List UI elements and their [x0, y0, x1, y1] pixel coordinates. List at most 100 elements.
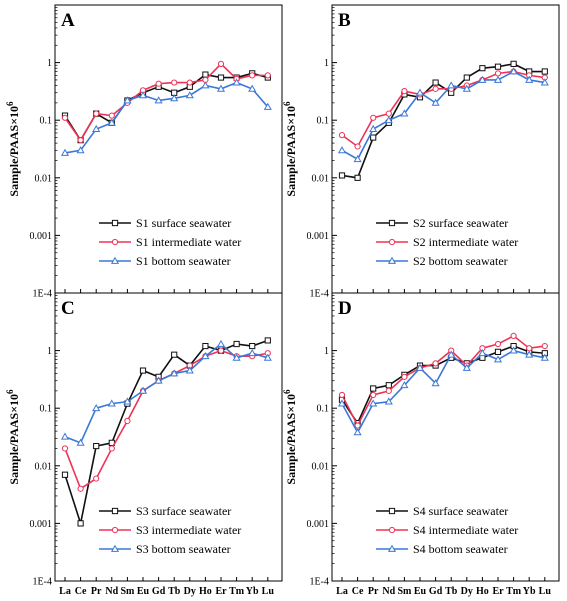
y-tick-label: 0.01: [312, 461, 330, 472]
panel-b: 1E-4 0.001 0.01 0.1 1 Sample/PAAS×106 B S2 surf…: [282, 4, 560, 300]
x-category-label: Sm: [397, 586, 412, 597]
data-point: [123, 397, 132, 405]
series-bottom: [60, 78, 272, 156]
data-point: [510, 60, 517, 67]
legend-marker: [111, 238, 119, 246]
data-point: [60, 148, 70, 156]
data-point: [401, 373, 408, 380]
series-line: [64, 342, 269, 444]
data-point: [541, 342, 548, 350]
legend-marker: [388, 526, 396, 534]
data-point: [354, 143, 361, 150]
panel-frame: [331, 292, 560, 582]
data-point: [385, 110, 392, 117]
data-point: [107, 118, 116, 126]
x-category-label: Tb: [445, 586, 458, 597]
data-point: [107, 399, 116, 407]
y-tick-label: 0.01: [312, 173, 330, 184]
x-category-label: Tb: [168, 586, 181, 597]
data-point: [263, 102, 272, 110]
legend-marker: [111, 219, 119, 227]
data-point: [185, 91, 194, 99]
data-point: [415, 88, 425, 96]
x-category-label: Dy: [184, 586, 196, 597]
data-point: [400, 381, 409, 389]
legend-entry: S1 bottom seawater: [136, 254, 231, 268]
data-point: [249, 342, 256, 350]
data-point: [479, 65, 486, 72]
x-category-label: Nd: [382, 586, 395, 597]
x-category-label: Tm: [229, 586, 245, 597]
data-point: [61, 445, 69, 452]
data-point: [540, 78, 549, 86]
data-point: [369, 399, 378, 407]
data-point: [415, 363, 425, 371]
y-tick-label: 1E-4: [33, 577, 52, 588]
data-point: [509, 346, 518, 354]
legend-entry: S2 surface seawater: [413, 216, 508, 230]
data-point: [61, 114, 69, 121]
legend-marker: [387, 256, 397, 264]
data-point: [216, 84, 226, 92]
data-point: [338, 132, 346, 139]
legend: S1 surface seawater S1 intermediate water…: [99, 216, 241, 268]
data-point: [337, 146, 347, 154]
x-category-label: La: [336, 586, 348, 597]
panel-frame: [54, 292, 283, 582]
data-point: [77, 137, 84, 144]
x-category-label: Eu: [414, 586, 427, 597]
data-point: [170, 94, 179, 102]
data-point: [93, 442, 100, 450]
data-point: [233, 340, 240, 348]
data-point: [541, 350, 548, 357]
series-intermediate: [61, 60, 271, 144]
data-point: [76, 146, 85, 154]
data-point: [170, 369, 179, 377]
data-point: [463, 74, 470, 81]
data-point: [494, 70, 502, 77]
data-point: [60, 432, 70, 440]
data-point: [93, 110, 100, 117]
x-category-label: Gd: [429, 586, 443, 597]
data-point: [154, 96, 163, 104]
legend-marker: [111, 507, 119, 515]
data-point: [217, 347, 225, 354]
series-bottom: [337, 67, 549, 163]
data-point: [92, 403, 101, 412]
x-category-label: Yb: [246, 586, 259, 597]
x-category-label: Ho: [199, 586, 212, 597]
y-axis-label: Sample/PAAS×106: [5, 101, 21, 197]
legend-entry: S1 intermediate water: [136, 235, 241, 249]
legend-marker: [110, 544, 120, 552]
data-point: [432, 360, 439, 367]
panel-c: 1E-4 0.001 0.01 0.1 1 La Ce Pr Nd Sm Eu Gd Tb Dy Ho Er T…: [5, 292, 283, 597]
x-category-label: Ce: [352, 586, 364, 597]
panel-d: 1E-4 0.001 0.01 0.1 1 La Ce Pr Nd Sm Eu Gd Tb Dy Ho Er T…: [282, 292, 560, 597]
y-tick-label: 0.1: [40, 116, 53, 127]
y-axis-label: Sample/PAAS×106: [5, 389, 21, 485]
series-surface: [338, 60, 548, 181]
x-category-label: Lu: [262, 586, 275, 597]
data-point: [232, 78, 241, 86]
data-point: [217, 60, 225, 67]
data-point: [385, 382, 392, 389]
data-point: [93, 475, 100, 482]
x-category-label: Pr: [91, 586, 102, 597]
data-point: [217, 74, 225, 81]
data-point: [92, 124, 101, 133]
data-point: [493, 355, 503, 363]
data-point: [171, 89, 178, 96]
x-category-label: Dy: [461, 586, 473, 597]
series-bottom: [337, 346, 549, 436]
data-point: [354, 174, 361, 181]
y-tick-label: 0.001: [307, 231, 330, 242]
y-tick-label: 1: [324, 58, 329, 69]
data-point: [171, 79, 178, 86]
data-point: [338, 391, 346, 399]
data-point: [384, 115, 393, 124]
y-tick-label: 1E-4: [33, 289, 52, 300]
x-category-label: Er: [492, 586, 504, 597]
data-point: [202, 71, 209, 78]
series-intermediate: [61, 347, 271, 492]
